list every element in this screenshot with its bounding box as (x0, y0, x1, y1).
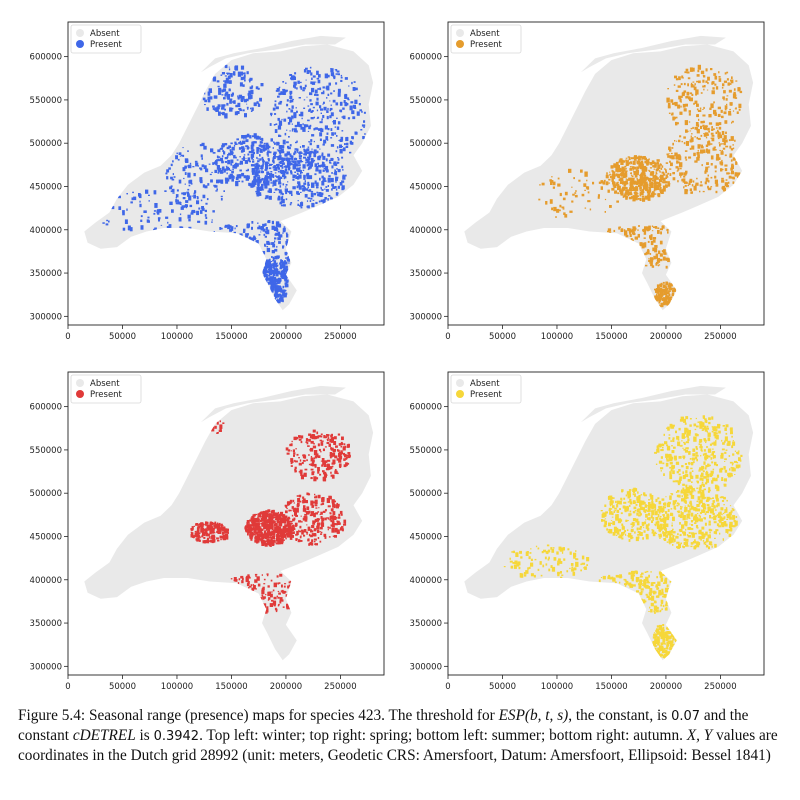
legend-absent-marker (76, 29, 84, 37)
legend-absent-label: Absent (470, 379, 500, 389)
y-tick-label: 550000 (410, 446, 442, 456)
x-tick-label: 250000 (324, 682, 356, 692)
y-tick-label: 550000 (30, 446, 62, 456)
x-tick-label: 200000 (270, 682, 302, 692)
y-tick-label: 500000 (410, 489, 442, 499)
y-tick-label: 500000 (30, 489, 62, 499)
y-tick-label: 400000 (30, 576, 62, 586)
y-tick-label: 300000 (30, 312, 62, 322)
present-area (503, 415, 743, 659)
x-tick-label: 150000 (595, 682, 627, 692)
legend-present-label: Present (470, 390, 503, 400)
y-tick-label: 350000 (30, 269, 62, 279)
x-tick-label: 50000 (109, 332, 136, 342)
present-area (102, 64, 366, 304)
y-tick-label: 500000 (410, 139, 442, 149)
map-panel-spring: 0 50000 100000 150000 200000 250000 300000 3500… (402, 14, 780, 350)
x-tick-label: 0 (65, 682, 70, 692)
legend-absent-marker (76, 379, 84, 387)
y-tick-label: 400000 (410, 226, 442, 236)
y-tick-label: 450000 (410, 532, 442, 542)
legend-present-label: Present (90, 390, 123, 400)
y-tick-label: 400000 (410, 576, 442, 586)
x-tick-label: 100000 (541, 682, 573, 692)
map-svg-winter: 0 50000 100000 150000 200000 250000 300000 3500… (30, 21, 385, 342)
x-tick-label: 250000 (704, 332, 736, 342)
map-panel-winter: 0 50000 100000 150000 200000 250000 300000 3500… (22, 14, 400, 350)
present-area (538, 64, 743, 308)
y-tick-label: 550000 (410, 96, 442, 106)
figure-caption: Figure 5.4: Seasonal range (presence) ma… (18, 707, 778, 764)
x-tick-label: 50000 (489, 332, 516, 342)
x-tick-label: 200000 (270, 332, 302, 342)
x-tick-label: 250000 (704, 682, 736, 692)
y-tick-label: 600000 (30, 403, 62, 413)
y-tick-label: 450000 (410, 182, 442, 192)
map-svg-summer: 0 50000 100000 150000 200000 250000 300000 3500… (30, 371, 385, 692)
wadden-islands (200, 385, 346, 423)
y-tick-label: 300000 (30, 662, 62, 672)
y-tick-label: 300000 (410, 312, 442, 322)
x-tick-label: 50000 (109, 682, 136, 692)
y-tick-label: 600000 (30, 53, 62, 63)
y-tick-label: 550000 (30, 96, 62, 106)
legend-box (450, 374, 522, 404)
legend-present-marker (76, 390, 84, 398)
legend-absent-marker (456, 379, 464, 387)
legend-box (450, 24, 522, 54)
y-tick-label: 600000 (410, 403, 442, 413)
wadden-islands (580, 35, 726, 73)
x-tick-label: 0 (65, 332, 70, 342)
x-tick-label: 50000 (489, 682, 516, 692)
legend-absent-label: Absent (90, 29, 120, 39)
legend-present-marker (456, 40, 464, 48)
map-svg-spring: 0 50000 100000 150000 200000 250000 300000 3500… (410, 21, 765, 342)
x-tick-label: 150000 (215, 682, 247, 692)
y-tick-label: 300000 (410, 662, 442, 672)
x-tick-label: 100000 (161, 682, 193, 692)
legend-absent-label: Absent (470, 29, 500, 39)
legend-box (70, 24, 142, 54)
x-tick-label: 150000 (595, 332, 627, 342)
wadden-islands (580, 385, 726, 423)
present-area (190, 420, 351, 614)
y-tick-label: 450000 (30, 532, 62, 542)
absent-area (464, 394, 754, 661)
y-tick-label: 450000 (30, 182, 62, 192)
x-tick-label: 100000 (161, 332, 193, 342)
y-tick-label: 600000 (410, 53, 442, 63)
x-tick-label: 200000 (650, 682, 682, 692)
y-tick-label: 500000 (30, 139, 62, 149)
x-tick-label: 150000 (215, 332, 247, 342)
legend-present-label: Present (470, 40, 503, 50)
legend-present-label: Present (90, 40, 123, 50)
y-tick-label: 350000 (410, 619, 442, 629)
legend-present-marker (76, 40, 84, 48)
map-svg-autumn: 0 50000 100000 150000 200000 250000 300000 3500… (410, 371, 765, 692)
wadden-islands (200, 35, 346, 73)
x-tick-label: 0 (445, 682, 450, 692)
y-tick-label: 350000 (30, 619, 62, 629)
x-tick-label: 0 (445, 332, 450, 342)
x-tick-label: 200000 (650, 332, 682, 342)
legend-box (70, 374, 142, 404)
y-tick-label: 350000 (410, 269, 442, 279)
legend-absent-marker (456, 29, 464, 37)
legend-absent-label: Absent (90, 379, 120, 389)
map-panel-autumn: 0 50000 100000 150000 200000 250000 300000 3500… (402, 364, 780, 700)
legend-present-marker (456, 390, 464, 398)
x-tick-label: 250000 (324, 332, 356, 342)
y-tick-label: 400000 (30, 226, 62, 236)
map-panel-summer: 0 50000 100000 150000 200000 250000 300000 3500… (22, 364, 400, 700)
x-tick-label: 100000 (541, 332, 573, 342)
